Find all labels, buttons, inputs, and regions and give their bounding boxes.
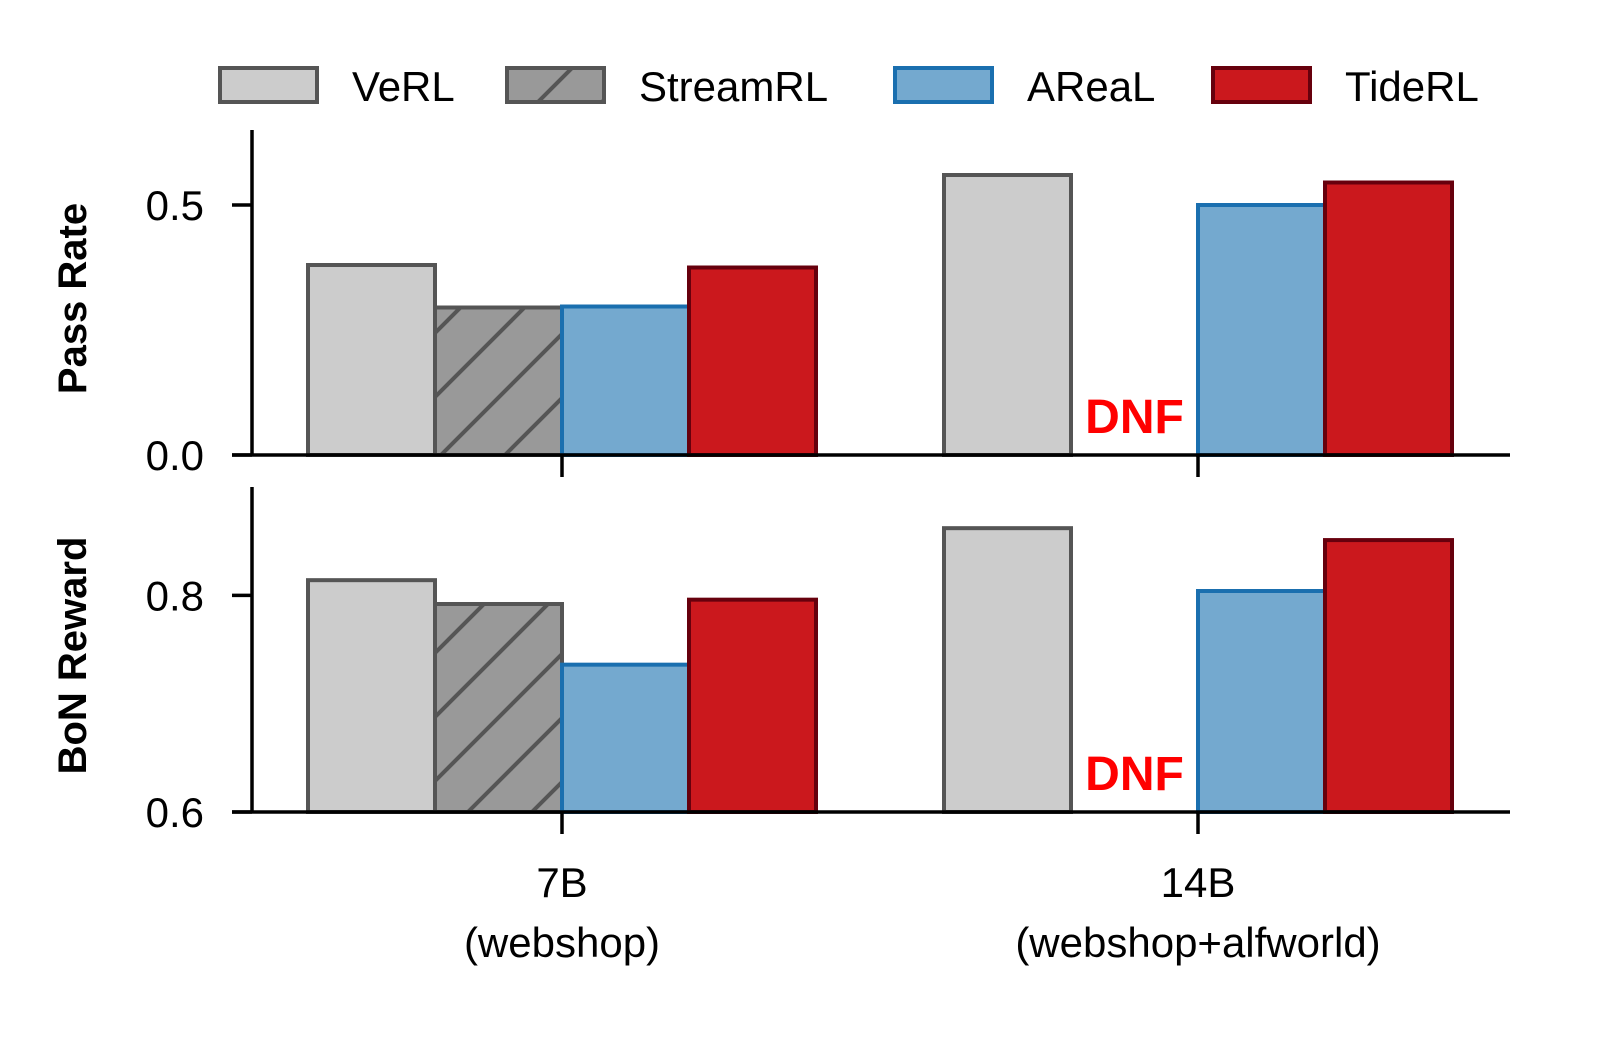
dnf-annotation: DNF bbox=[1085, 391, 1184, 444]
legend: VeRL StreamRL AReaL TideRL bbox=[218, 63, 1479, 110]
y-axis-title: Pass Rate bbox=[51, 203, 95, 394]
y-tick-label: 0.5 bbox=[146, 182, 204, 229]
bar-tiderl-7b bbox=[687, 597, 818, 815]
bar-areal-7b bbox=[560, 304, 691, 457]
dnf-annotation: DNF bbox=[1085, 748, 1184, 801]
legend-swatch-streamrl bbox=[505, 66, 606, 104]
bar-verl-14b bbox=[942, 173, 1073, 457]
legend-label-tiderl: TideRL bbox=[1345, 63, 1479, 110]
bar-verl-7b bbox=[306, 263, 437, 457]
legend-swatch-tiderl bbox=[1211, 66, 1312, 104]
x-category-labels: 7B (webshop) 14B (webshop+alfworld) bbox=[464, 859, 1381, 966]
bar-tiderl-14b bbox=[1323, 180, 1454, 457]
legend-swatch-areal bbox=[893, 66, 994, 104]
bar-streamrl-7b bbox=[433, 602, 564, 814]
x-tick-label: 14B bbox=[1161, 859, 1236, 906]
bar-verl-14b bbox=[942, 526, 1073, 815]
y-tick-label: 0.6 bbox=[146, 789, 204, 836]
bar-areal-14b bbox=[1196, 589, 1327, 814]
bar-areal-14b bbox=[1196, 203, 1327, 457]
x-tick-label: 7B bbox=[536, 859, 587, 906]
legend-label-verl: VeRL bbox=[352, 63, 455, 110]
pass-rate-panel: DNF 0.0 0.5 Pass Rate bbox=[51, 130, 1510, 479]
legend-swatch-verl bbox=[218, 66, 319, 104]
bar-areal-7b bbox=[560, 662, 691, 815]
y-axis-title: BoN Reward bbox=[51, 537, 95, 775]
bar-tiderl-14b bbox=[1323, 538, 1454, 814]
x-tick-label: (webshop) bbox=[464, 919, 660, 966]
legend-label-areal: AReaL bbox=[1027, 63, 1155, 110]
bar-tiderl-7b bbox=[687, 265, 818, 457]
legend-label-streamrl: StreamRL bbox=[639, 63, 828, 110]
bar-verl-7b bbox=[306, 578, 437, 815]
bon-reward-panel: DNF 0.6 0.8 BoN Reward bbox=[51, 487, 1510, 836]
y-tick-label: 0.8 bbox=[146, 572, 204, 619]
x-tick-label: (webshop+alfworld) bbox=[1015, 919, 1380, 966]
y-tick-label: 0.0 bbox=[146, 432, 204, 479]
bar-streamrl-7b bbox=[433, 305, 564, 457]
